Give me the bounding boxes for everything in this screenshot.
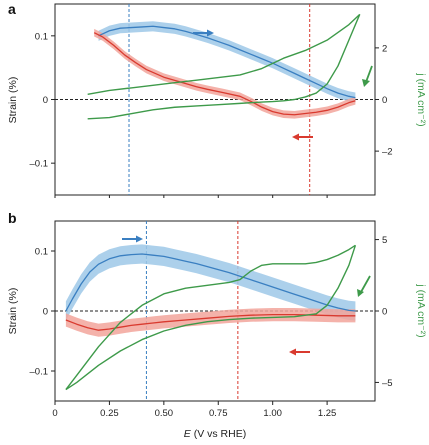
a-y2tick-label: 2 xyxy=(382,43,387,54)
panel-b: b –0.1 0 0.1 –5 0 5 0 0.25 0.50 0.75 1.00 1.25 Stra… xyxy=(7,210,427,440)
panel-a-label: a xyxy=(8,1,16,17)
panel-a: a –0.1 0 0.1 –2 0 2 Strain (%) j (mA cm⁻²) xyxy=(7,1,427,198)
panel-a-ylabel: Strain (%) xyxy=(7,77,19,124)
xlabel-italic: E xyxy=(184,428,192,440)
panel-b-ylabel: Strain (%) xyxy=(7,288,19,335)
panel-a-y2label: j (mA cm⁻²) xyxy=(415,72,427,126)
xlabel-rest: (V vs RHE) xyxy=(191,428,246,440)
panel-b-arrow-anodic xyxy=(122,235,143,243)
panel-a-arrow-cv xyxy=(362,65,373,87)
b-strain-anodic-band xyxy=(65,244,356,321)
b-xtick-label: 0.50 xyxy=(155,408,174,419)
panel-b-xlabel: E (V vs RHE) xyxy=(184,428,246,440)
b-ytick-label: 0 xyxy=(43,307,48,318)
panel-a-arrow-cathodic xyxy=(292,133,313,141)
panel-a-arrow-anodic xyxy=(193,29,214,37)
a-strain-cathodic-line xyxy=(93,32,356,116)
panel-b-arrow-cathodic xyxy=(289,348,310,356)
a-y2tick-label: 0 xyxy=(382,95,387,106)
panel-b-arrow-cv xyxy=(357,275,371,297)
a-ytick-label: 0.1 xyxy=(35,31,48,42)
b-strain-anodic-line xyxy=(65,253,356,312)
b-strain-cathodic-band xyxy=(65,308,356,337)
a-ytick-label: –0.1 xyxy=(30,159,49,170)
b-xtick-label: 1.25 xyxy=(318,408,337,419)
b-xtick-label: 0.25 xyxy=(100,408,119,419)
panel-b-label: b xyxy=(8,210,17,226)
a-cv-lower-line xyxy=(87,14,361,120)
b-y2tick-label: 0 xyxy=(382,307,387,318)
b-cv-lower-line xyxy=(65,245,357,391)
b-ytick-label: 0.1 xyxy=(35,247,48,258)
b-xtick-label: 0.75 xyxy=(209,408,228,419)
b-cv-upper-line xyxy=(65,244,356,390)
b-xtick-label: 0 xyxy=(52,408,57,419)
b-strain-cathodic-line xyxy=(65,313,356,331)
b-y2tick-label: 5 xyxy=(382,235,387,246)
b-ytick-label: –0.1 xyxy=(30,367,49,378)
a-strain-anodic-line xyxy=(98,25,356,99)
a-ytick-label: 0 xyxy=(43,95,48,106)
b-xtick-label: 1.00 xyxy=(263,408,282,419)
panel-b-y2label: j (mA cm⁻²) xyxy=(415,283,427,337)
a-cv-upper-line xyxy=(87,13,361,96)
a-y2tick-label: –2 xyxy=(382,147,393,158)
b-y2tick-label: –5 xyxy=(382,378,393,389)
a-strain-anodic-band xyxy=(98,21,356,103)
